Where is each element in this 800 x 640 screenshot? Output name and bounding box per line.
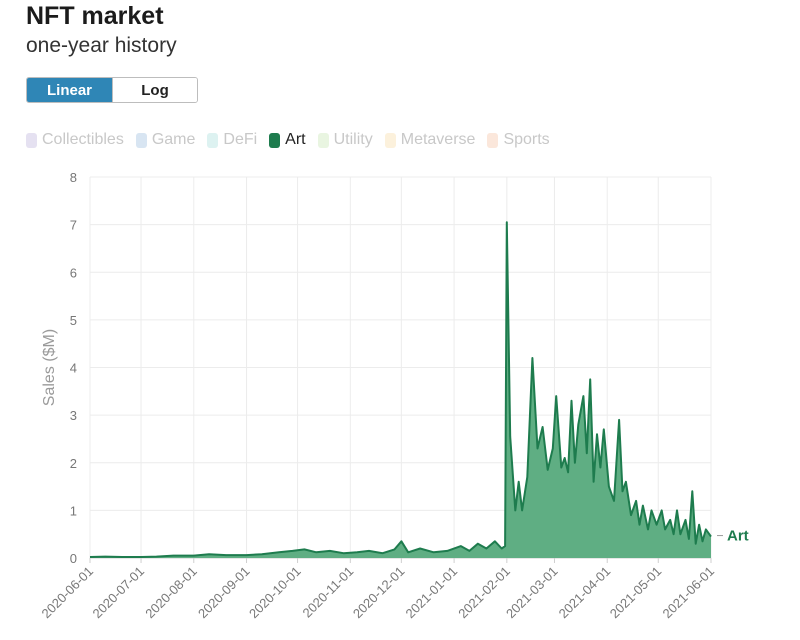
y-tick-label: 6 [70,265,77,280]
log-scale-button[interactable]: Log [112,78,197,102]
x-tick-label: 2021-01-01 [403,564,461,622]
legend-swatch-icon [384,132,396,148]
x-tick-label: 2020-06-01 [38,564,96,622]
legend-item-utility[interactable]: Utility [317,131,373,149]
legend-label: Utility [333,131,373,148]
legend-item-metaverse[interactable]: Metaverse [384,131,476,149]
legend-swatch-icon [26,132,37,148]
x-tick-label: 2020-07-01 [90,564,148,622]
legend-item-art[interactable]: Art [269,131,306,149]
legend-swatch-icon [207,132,219,148]
chart-title: NFT market [26,2,164,30]
y-tick-label: 0 [70,551,77,566]
legend: Collectibles Game DeFi Art Utility Metaverse S… [26,131,550,149]
legend-label: Sports [503,131,550,148]
x-tick-label: 2020-09-01 [195,564,253,622]
y-tick-label: 2 [70,456,77,471]
legend-label: Game [151,131,196,148]
legend-label: Metaverse [400,131,476,148]
legend-item-defi[interactable]: DeFi [207,131,257,149]
y-tick-label: 8 [70,170,77,185]
legend-label: DeFi [223,131,258,148]
x-tick-label: 2021-04-01 [556,564,614,622]
y-tick-label: 1 [70,503,77,518]
legend-swatch-icon [317,132,329,148]
area-chart: 0123456782020-06-012020-07-012020-08-012… [38,170,749,622]
legend-swatch-icon [135,132,147,148]
y-tick-label: 7 [70,218,77,233]
scale-toggle: Linear Log [26,77,198,103]
x-tick-label: 2020-11-01 [299,564,356,621]
legend-item-collectibles[interactable]: Collectibles [26,131,124,149]
y-tick-label: 3 [70,408,77,423]
y-tick-label: 4 [70,361,77,376]
legend-swatch-icon [269,132,281,148]
legend-item-sports[interactable]: Sports [487,131,550,149]
legend-swatch-icon [487,132,499,148]
x-tick-label: 2020-08-01 [142,564,200,622]
series-area-art [90,222,711,558]
legend-label: Collectibles [42,131,124,148]
x-tick-label: 2020-12-01 [350,564,408,622]
linear-scale-button[interactable]: Linear [27,78,112,102]
y-axis-title: Sales ($M) [41,329,58,406]
x-tick-label: 2020-10-01 [246,564,304,622]
series-end-label: Art [727,528,749,545]
y-tick-label: 5 [70,313,77,328]
x-tick-label: 2021-03-01 [503,564,561,622]
series-line-art [89,221,712,558]
chart-subtitle: one-year history [26,34,177,57]
x-tick-label: 2021-06-01 [659,564,717,622]
x-tick-label: 2021-05-01 [607,564,665,622]
legend-label: Art [285,131,306,148]
legend-item-game[interactable]: Game [135,131,196,149]
